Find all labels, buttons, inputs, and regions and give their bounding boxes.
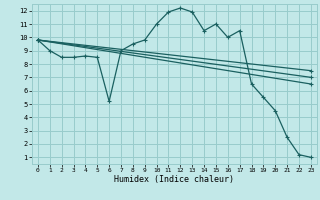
X-axis label: Humidex (Indice chaleur): Humidex (Indice chaleur): [115, 175, 234, 184]
